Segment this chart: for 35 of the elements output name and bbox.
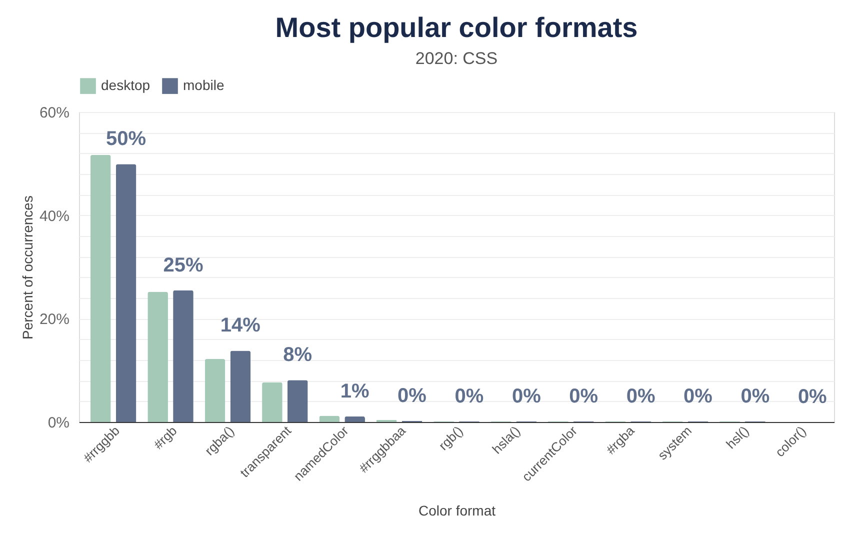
x-tick-label: hsl() xyxy=(723,423,752,452)
legend-label: mobile xyxy=(183,77,224,94)
data-label: 14% xyxy=(220,314,261,337)
data-label: 8% xyxy=(283,344,312,366)
bar xyxy=(204,358,226,422)
data-label: 25% xyxy=(163,254,204,276)
data-label: 0% xyxy=(740,385,770,408)
x-axis-title: Color format xyxy=(418,502,496,518)
data-label: 0% xyxy=(569,385,598,408)
bar xyxy=(230,350,251,422)
data-label: 0% xyxy=(454,385,484,408)
bar xyxy=(148,292,168,422)
y-tick-label: 60% xyxy=(39,104,70,122)
chart-title: Most popular color formats xyxy=(275,12,638,43)
data-label: 0% xyxy=(626,385,656,408)
bar xyxy=(116,164,136,422)
y-tick-label: 0% xyxy=(48,414,70,432)
data-label: 0% xyxy=(798,386,828,408)
data-label: 0% xyxy=(684,385,713,408)
data-label: 50% xyxy=(106,128,146,150)
bar xyxy=(344,416,365,422)
data-label: 1% xyxy=(340,380,370,402)
bar xyxy=(173,290,194,422)
bar xyxy=(287,380,308,422)
x-tick-label: #rgb xyxy=(150,423,180,452)
y-axis-title: Percent of occurrences xyxy=(19,196,36,340)
bar xyxy=(319,416,340,422)
chart-subtitle: 2020: CSS xyxy=(415,49,498,68)
bar xyxy=(262,382,282,422)
legend-label: desktop xyxy=(101,77,150,94)
y-tick-label: 20% xyxy=(39,311,70,328)
y-tick-label: 40% xyxy=(39,208,70,225)
data-label: 0% xyxy=(512,385,542,408)
bar xyxy=(90,154,111,422)
data-label: 0% xyxy=(398,384,427,407)
